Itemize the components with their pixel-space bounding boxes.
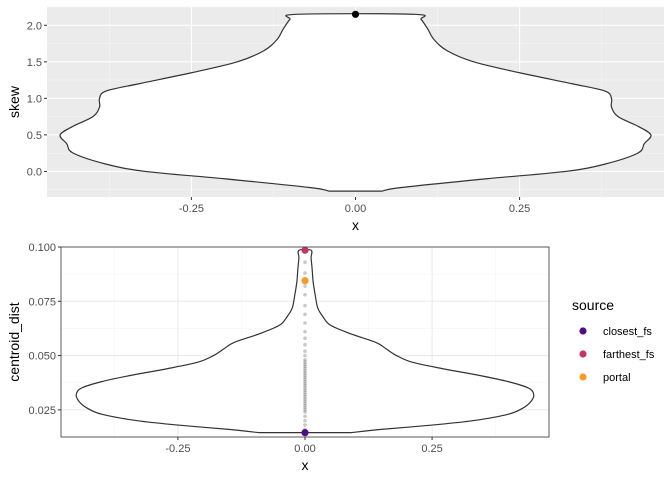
jitter-point <box>303 349 307 354</box>
jitter-point <box>303 379 307 384</box>
legend-label-farthest_fs: farthest_fs <box>603 349 655 361</box>
legend-key-farthest_fs <box>579 350 587 358</box>
jitter-point <box>303 377 307 382</box>
jitter-point <box>303 362 307 367</box>
x-tick-label: 0.00 <box>294 443 315 455</box>
jitter-point <box>303 382 307 386</box>
legend-key-closest_fs <box>579 327 587 335</box>
jitter-point <box>303 329 307 334</box>
x-tick-label: 0.25 <box>421 443 442 455</box>
jitter-point <box>303 366 307 371</box>
y-tick-label: 1.0 <box>27 93 42 105</box>
legend-title: source <box>572 297 614 313</box>
jitter-point <box>303 403 307 408</box>
legend-key-portal <box>579 373 587 381</box>
jitter-point <box>303 423 307 427</box>
panel-bottom: -0.25 0.00 0.25 0.025 0.050 0.075 0.100 x centro… <box>6 242 655 473</box>
jitter-point <box>303 336 307 341</box>
jitter-point <box>303 271 307 275</box>
x-axis-title: x <box>302 457 309 473</box>
y-tick-label: 0.0 <box>27 166 42 178</box>
jitter-point <box>303 353 307 358</box>
y-tick-label: 0.050 <box>28 351 56 363</box>
jitter-point <box>303 368 307 373</box>
jitter-point <box>303 284 307 288</box>
legend-label-portal: portal <box>603 372 631 384</box>
jitter-point <box>303 360 307 364</box>
point-farthest_fs <box>301 246 309 254</box>
jitter-point <box>303 303 307 308</box>
violin-outline <box>59 13 652 192</box>
jitter-point <box>303 405 307 410</box>
panel-top: -0.25 0.00 0.25 0.0 0.5 1.0 1.5 2.0 x skew <box>6 6 664 233</box>
jitter-point <box>303 399 307 403</box>
jitter-point <box>303 401 307 406</box>
jitter-point <box>303 397 307 401</box>
point-portal <box>301 277 309 285</box>
jitter-point <box>303 312 307 317</box>
y-tick-label: 0.5 <box>27 130 42 142</box>
jitter-point <box>303 388 307 393</box>
jitter-point <box>303 392 307 397</box>
y-tick-label: 1.5 <box>27 57 42 69</box>
jitter-point <box>303 371 307 375</box>
x-axis-title: x <box>352 217 359 233</box>
x-tick-label: 0.25 <box>509 203 530 215</box>
jitter-point <box>303 260 307 265</box>
jitter-point <box>303 408 307 412</box>
jitter-point <box>303 321 307 325</box>
jitter-point <box>303 395 307 399</box>
x-tick-label: 0.00 <box>345 203 366 215</box>
x-tick-label: -0.25 <box>179 203 204 215</box>
y-tick-label: 0.025 <box>28 405 56 417</box>
y-axis-title: centroid_dist <box>6 302 22 381</box>
jitter-point <box>303 375 307 380</box>
legend-label-closest_fs: closest_fs <box>603 326 652 338</box>
jitter-point <box>303 342 307 347</box>
jitter-point <box>303 390 307 395</box>
jitter-point <box>303 384 307 388</box>
jitter-point <box>303 414 307 419</box>
jitter-point <box>303 373 307 377</box>
y-axis-title: skew <box>6 85 22 118</box>
point-closest_fs <box>301 429 309 437</box>
y-tick-label: 0.075 <box>28 296 56 308</box>
data-point <box>351 10 360 18</box>
jitter-point <box>303 410 307 414</box>
jitter-point <box>303 358 307 362</box>
jitter-point <box>303 386 307 390</box>
y-tick-label: 0.100 <box>28 242 56 254</box>
y-tick-label: 2.0 <box>27 20 42 32</box>
jitter-point <box>303 418 307 423</box>
jitter-point <box>303 292 307 297</box>
x-tick-label: -0.25 <box>165 443 190 455</box>
jitter-point <box>303 364 307 369</box>
